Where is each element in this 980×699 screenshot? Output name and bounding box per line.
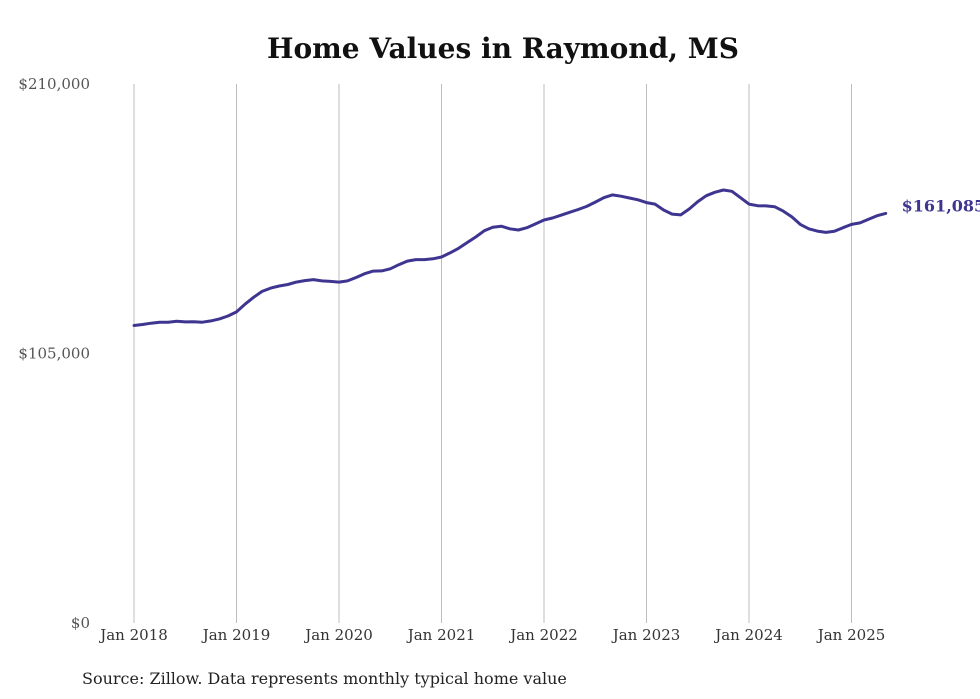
y-axis-ticks: $0 $105,000 $210,000 (18, 75, 90, 632)
y-tick-label: $105,000 (18, 345, 90, 363)
series-line (132, 188, 888, 327)
x-tick-label: Jan 2021 (406, 626, 476, 644)
x-tick-label: Jan 2023 (611, 626, 681, 644)
x-tick-label: Jan 2020 (303, 626, 373, 644)
y-tick-label: $0 (71, 614, 90, 632)
source-note: Source: Zillow. Data represents monthly … (82, 669, 567, 688)
end-value-label: $161,085 (902, 196, 980, 215)
x-tick-label: Jan 2019 (201, 626, 271, 644)
gridlines (133, 84, 852, 623)
x-tick-label: Jan 2024 (713, 626, 783, 644)
x-axis-ticks: Jan 2018 Jan 2019 Jan 2020 Jan 2021 Jan 2022… (98, 626, 885, 644)
x-tick-label: Jan 2018 (98, 626, 168, 644)
x-tick-label: Jan 2022 (508, 626, 578, 644)
chart-title: Home Values in Raymond, MS (267, 32, 739, 65)
x-tick-label: Jan 2025 (816, 626, 886, 644)
series-layer: $161,085 (132, 188, 980, 327)
y-tick-label: $210,000 (18, 75, 90, 93)
